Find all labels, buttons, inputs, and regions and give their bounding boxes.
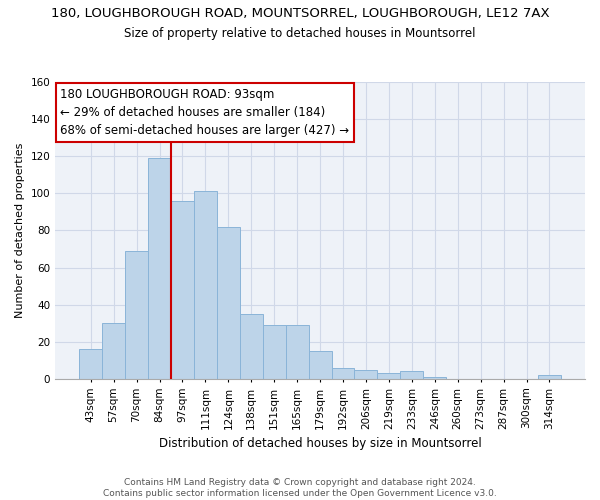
Bar	[538, 375, 561, 379]
Bar	[194, 192, 217, 379]
Text: 180 LOUGHBOROUGH ROAD: 93sqm
← 29% of detached houses are smaller (184)
68% of s: 180 LOUGHBOROUGH ROAD: 93sqm ← 29% of de…	[61, 88, 350, 137]
Bar	[240, 314, 263, 379]
Bar	[332, 368, 355, 379]
Text: Size of property relative to detached houses in Mountsorrel: Size of property relative to detached ho…	[124, 28, 476, 40]
Text: 180, LOUGHBOROUGH ROAD, MOUNTSORREL, LOUGHBOROUGH, LE12 7AX: 180, LOUGHBOROUGH ROAD, MOUNTSORREL, LOU…	[50, 8, 550, 20]
Bar	[79, 349, 102, 379]
Bar	[125, 251, 148, 379]
Bar	[355, 370, 377, 379]
Bar	[171, 201, 194, 379]
Text: Contains HM Land Registry data © Crown copyright and database right 2024.
Contai: Contains HM Land Registry data © Crown c…	[103, 478, 497, 498]
Bar	[423, 377, 446, 379]
Y-axis label: Number of detached properties: Number of detached properties	[15, 143, 25, 318]
Bar	[286, 325, 308, 379]
Bar	[102, 323, 125, 379]
Bar	[148, 158, 171, 379]
Bar	[263, 325, 286, 379]
Bar	[400, 372, 423, 379]
Bar	[217, 226, 240, 379]
Bar	[377, 374, 400, 379]
X-axis label: Distribution of detached houses by size in Mountsorrel: Distribution of detached houses by size …	[159, 437, 481, 450]
Bar	[308, 351, 332, 379]
